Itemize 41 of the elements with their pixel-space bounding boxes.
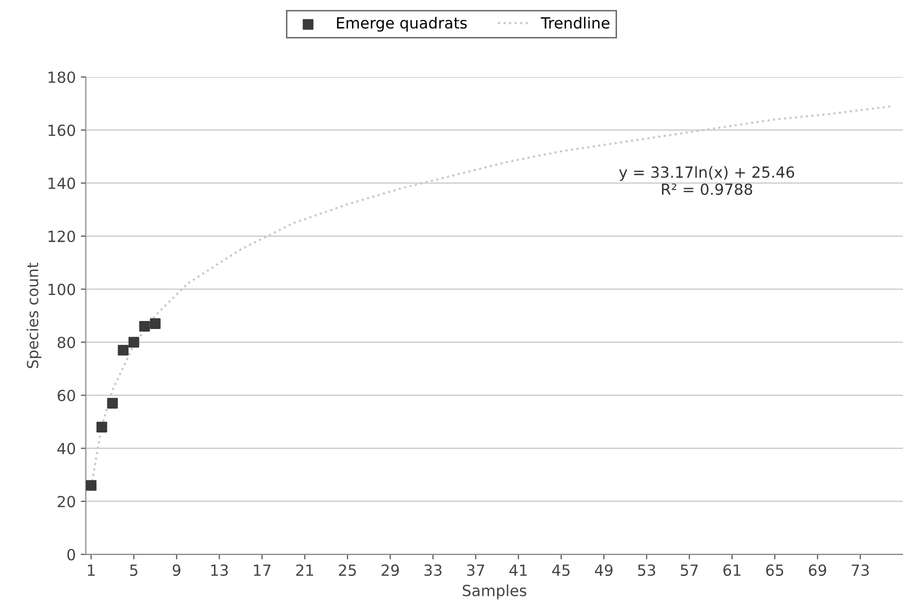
legend-label: Emerge quadrats	[337, 16, 467, 32]
x-tick-label: 13	[211, 564, 228, 576]
y-tick-label: 80	[58, 336, 76, 348]
y-tick-label: 100	[48, 284, 76, 296]
x-tick-label: 49	[594, 564, 613, 576]
y-tick-label: 40	[57, 442, 76, 454]
point	[86, 480, 96, 491]
point	[139, 320, 150, 332]
x-tick-label: 9	[172, 564, 180, 576]
x-tick-label: 57	[680, 564, 698, 576]
annotation: y = 33.17ln(x) + 25.46 R² = 0.9788	[619, 166, 794, 196]
x-tick-label: 37	[467, 564, 484, 576]
x-tick-label: 73	[852, 564, 869, 576]
y-tick-label: 140	[48, 178, 76, 190]
point	[107, 398, 118, 409]
y-tick-label: 160	[48, 124, 76, 136]
x-tick-label: 1	[88, 564, 95, 576]
x-tick-label: 69	[808, 564, 826, 576]
x-tick-label: 33	[424, 564, 442, 576]
y-tick-label: 60	[58, 390, 76, 402]
x-tick-label: 61	[723, 564, 740, 576]
y-tick-label: 0	[67, 548, 76, 560]
point	[128, 336, 140, 348]
x-tick-label: 65	[766, 564, 784, 576]
y-tick-label: 120	[48, 230, 76, 242]
y-tick-label: 180	[48, 71, 76, 84]
x-tick-label: 53	[638, 564, 656, 576]
point	[96, 422, 108, 432]
x-tick-label: 5	[130, 564, 138, 576]
x-axis-title: Samples	[462, 584, 526, 600]
y-axis-title: Species count	[26, 262, 42, 368]
point	[150, 318, 161, 330]
y-tick-label: 20	[58, 496, 76, 508]
x-tick-label: 41	[509, 564, 527, 576]
x-tick-label: 17	[254, 564, 270, 576]
x-tick-label: 45	[552, 564, 570, 576]
legend-label: Trendline	[540, 16, 610, 29]
point	[118, 344, 129, 356]
x-tick-label: 25	[338, 564, 356, 576]
x-tick-label: 29	[382, 564, 399, 576]
x-tick-label: 21	[296, 564, 314, 576]
